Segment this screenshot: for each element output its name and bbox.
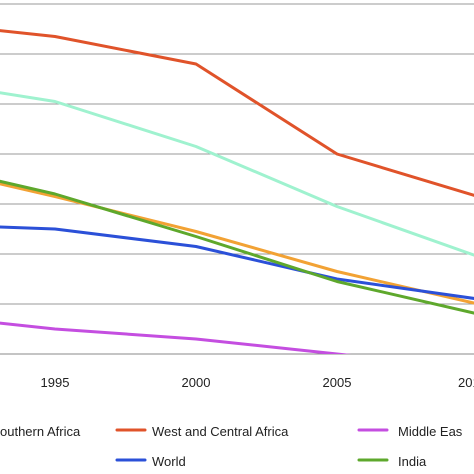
x-tick-label: 2010 (458, 375, 474, 390)
legend-label-eastern-southern-africa: outhern Africa (0, 424, 81, 439)
x-axis-tick-labels: 1995 2000 2005 2010 (41, 375, 474, 390)
series-line-world (0, 225, 474, 300)
x-tick-label: 2005 (323, 375, 352, 390)
legend-label-west-central-africa: West and Central Africa (152, 424, 289, 439)
series-line-west-and-central-africa (0, 29, 474, 197)
series-lines (0, 29, 474, 354)
series-line-eastern-and-southern-africa (0, 91, 474, 257)
series-line-south-asia (0, 182, 474, 305)
x-tick-label: 2000 (182, 375, 211, 390)
legend-label-middle-east: Middle Eas (398, 424, 463, 439)
legend: outhern Africa West and Central Africa M… (0, 424, 463, 469)
x-tick-label: 1995 (41, 375, 70, 390)
legend-label-world: World (152, 454, 186, 469)
series-line-india (0, 179, 474, 315)
series-line-middle-east-and-north-africa (0, 321, 352, 354)
gridlines (0, 3, 474, 305)
legend-label-india: India (398, 454, 427, 469)
